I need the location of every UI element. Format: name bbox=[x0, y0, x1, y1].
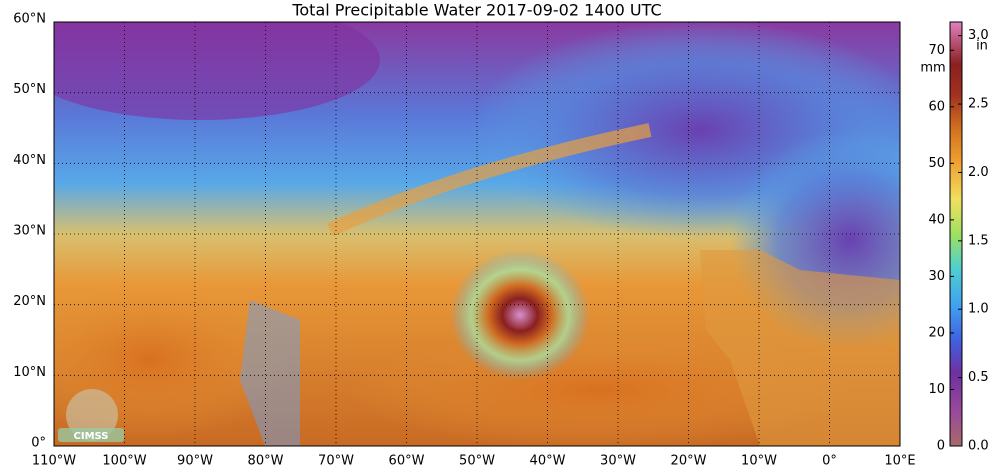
mm-tick-label: 30 bbox=[928, 269, 945, 284]
lat-label: 50°N bbox=[13, 82, 46, 97]
colorbar-unit-mm: mm bbox=[920, 61, 945, 76]
lon-label: 90°W bbox=[177, 454, 213, 469]
mm-tick-label: 10 bbox=[928, 382, 945, 397]
logo-text: CIMSS bbox=[74, 431, 109, 442]
mm-tick-label: 40 bbox=[928, 212, 945, 227]
map-title: Total Precipitable Water 2017-09-02 1400… bbox=[291, 1, 661, 20]
lon-label: 40°W bbox=[530, 454, 566, 469]
tpw-imagery bbox=[54, 22, 900, 446]
lon-label: 10°W bbox=[741, 454, 777, 469]
in-tick-label: 2.0 bbox=[968, 165, 989, 180]
lon-label: 30°W bbox=[600, 454, 636, 469]
lat-label: 40°N bbox=[13, 153, 46, 168]
lon-label: 50°W bbox=[459, 454, 495, 469]
lon-label: 70°W bbox=[318, 454, 354, 469]
in-tick-label: 0.5 bbox=[968, 370, 989, 385]
lon-label: 0° bbox=[822, 454, 837, 469]
lon-label: 20°W bbox=[671, 454, 707, 469]
mm-tick-label: 0 bbox=[937, 439, 945, 454]
colorbar-unit-in: in bbox=[976, 39, 988, 54]
colorbar bbox=[949, 21, 963, 447]
lat-label: 30°N bbox=[13, 224, 46, 239]
mm-tick-label: 70 bbox=[928, 43, 945, 58]
in-tick-label: 1.0 bbox=[968, 302, 989, 317]
map-frame bbox=[53, 21, 901, 447]
in-tick-label: 2.5 bbox=[968, 97, 989, 112]
mm-tick-label: 60 bbox=[928, 99, 945, 114]
lon-label: 60°W bbox=[389, 454, 425, 469]
cimss-logo: CIMSS bbox=[58, 389, 124, 442]
lon-label: 100°W bbox=[102, 454, 146, 469]
in-tick-label: 3.0 bbox=[968, 28, 989, 43]
mm-tick-label: 20 bbox=[928, 325, 945, 340]
lon-label: 10°E bbox=[884, 454, 915, 469]
colorbar-ticks: 0 10 20 30 40 50 60 70 0.0 0.5 1.0 1.5 2.0 2.5 3.0 bbox=[928, 28, 988, 453]
in-tick-label: 0.0 bbox=[968, 439, 989, 454]
lat-label: 20°N bbox=[13, 294, 46, 309]
mm-tick-label: 50 bbox=[928, 156, 945, 171]
lon-label: 110°W bbox=[32, 454, 76, 469]
lat-label: 10°N bbox=[13, 365, 46, 380]
lat-label: 60°N bbox=[13, 12, 46, 27]
lat-label: 0° bbox=[31, 436, 46, 451]
lon-label: 80°W bbox=[248, 454, 284, 469]
in-tick-label: 1.5 bbox=[968, 233, 989, 248]
